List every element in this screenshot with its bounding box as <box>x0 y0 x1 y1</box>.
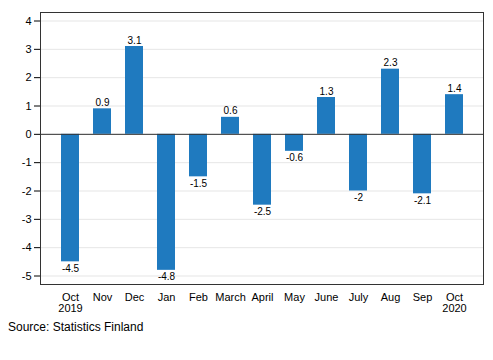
svg-text:Jan: Jan <box>158 291 176 303</box>
svg-text:3: 3 <box>25 43 31 55</box>
svg-text:June: June <box>315 291 339 303</box>
svg-text:-2: -2 <box>354 192 363 203</box>
html-text:Source: Statistics Finland: Source: Statistics Finland <box>8 320 144 334</box>
svg-text:Nov: Nov <box>93 291 113 303</box>
svg-text:-2: -2 <box>22 185 32 197</box>
svg-text:-5: -5 <box>22 270 32 282</box>
svg-text:2.3: 2.3 <box>384 57 398 68</box>
svg-text:-1.5: -1.5 <box>190 178 208 189</box>
svg-text:4: 4 <box>25 15 31 27</box>
svg-text:-3: -3 <box>22 213 32 225</box>
svg-text:1.4: 1.4 <box>448 83 462 94</box>
svg-text:Sep: Sep <box>413 291 433 303</box>
svg-text:March: March <box>215 291 246 303</box>
svg-text:0.6: 0.6 <box>224 105 238 116</box>
svg-text:-1: -1 <box>22 156 32 168</box>
svg-text:-4.8: -4.8 <box>158 271 176 282</box>
svg-text:April: April <box>251 291 273 303</box>
svg-text:Feb: Feb <box>189 291 208 303</box>
svg-text:1.3: 1.3 <box>320 86 334 97</box>
svg-text:2: 2 <box>25 71 31 83</box>
svg-text:-2.5: -2.5 <box>254 206 272 217</box>
svg-text:-4: -4 <box>22 241 32 253</box>
svg-text:July: July <box>349 291 369 303</box>
svg-text:May: May <box>284 291 305 303</box>
svg-text:Oct2019: Oct2019 <box>58 291 82 314</box>
svg-text:-0.6: -0.6 <box>286 152 304 163</box>
svg-text:1: 1 <box>25 100 31 112</box>
svg-text:Aug: Aug <box>381 291 401 303</box>
svg-text:-4.5: -4.5 <box>62 263 80 274</box>
svg-text:0.9: 0.9 <box>96 97 110 108</box>
svg-text:-2.1: -2.1 <box>414 195 432 206</box>
svg-text:3.1: 3.1 <box>128 35 142 46</box>
svg-text:0: 0 <box>25 128 31 140</box>
svg-text:Oct2020: Oct2020 <box>442 291 466 314</box>
svg-text:Dec: Dec <box>125 291 145 303</box>
